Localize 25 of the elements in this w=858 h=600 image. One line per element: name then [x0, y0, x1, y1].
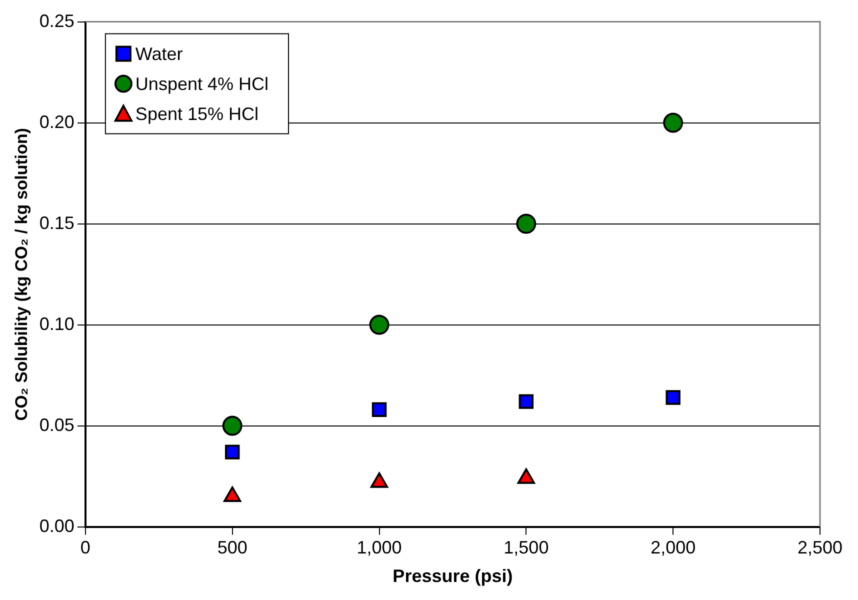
legend-label: Water — [135, 44, 183, 64]
x-tick-label: 1,500 — [504, 538, 549, 558]
point — [516, 214, 536, 234]
x-tick-label: 2,000 — [650, 538, 696, 558]
point — [369, 314, 390, 335]
point — [663, 112, 684, 133]
x-tick-label: 0 — [80, 538, 90, 558]
point — [518, 394, 534, 409]
y-tick-label: 0.00 — [39, 516, 74, 536]
x-axis-title: Pressure (psi) — [392, 566, 513, 586]
point — [224, 444, 240, 460]
y-tick-label: 0.10 — [39, 314, 74, 334]
point — [372, 402, 387, 418]
y-tick-label: 0.20 — [39, 112, 74, 132]
y-axis-title: CO₂ Solubility (kg CO₂ / kg solution) — [12, 128, 31, 421]
y-tick-label: 0.25 — [39, 10, 74, 31]
y-tick-label: 0.15 — [39, 212, 74, 233]
x-tick-label: 1,000 — [356, 538, 402, 558]
legend-label: Unspent 4% HCl — [135, 74, 268, 94]
point — [222, 416, 242, 436]
x-tick-label: 2,500 — [797, 538, 843, 558]
legend-label: Spent 15% HCl — [135, 104, 259, 124]
point — [666, 390, 680, 405]
x-tick-label: 500 — [217, 538, 248, 558]
y-tick-label: 0.05 — [39, 414, 74, 435]
